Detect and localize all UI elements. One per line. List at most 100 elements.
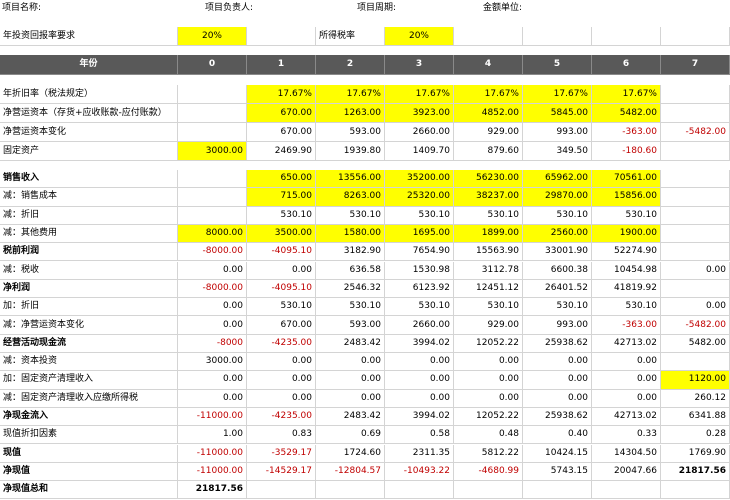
row-label: 净现值 <box>0 462 178 482</box>
cell: 8000.00 <box>178 224 247 244</box>
cell <box>316 481 385 500</box>
cell: 0.83 <box>247 426 316 445</box>
cell: 10424.15 <box>523 444 592 463</box>
cell: 1695.00 <box>385 224 454 244</box>
cell: 0.00 <box>247 353 316 372</box>
param-label: 所得税率 <box>316 27 385 46</box>
column-header: 1 <box>247 55 316 75</box>
cell: 0.00 <box>523 389 592 408</box>
cell: 0.00 <box>454 389 523 408</box>
row-label: 减：税收 <box>0 261 178 280</box>
cell: 879.60 <box>454 142 523 161</box>
cell <box>454 27 523 46</box>
cell: -12804.57 <box>316 462 385 482</box>
cell <box>178 170 247 189</box>
cell: 0.00 <box>316 353 385 372</box>
cell: 5743.15 <box>523 462 592 482</box>
column-header: 2 <box>316 55 385 75</box>
column-header: 6 <box>592 55 661 75</box>
cell: 2483.42 <box>316 407 385 427</box>
row-label: 现值 <box>0 444 178 463</box>
cell: 14304.50 <box>592 444 661 463</box>
cell: 0.00 <box>523 353 592 372</box>
cell: -8000.00 <box>178 243 247 262</box>
cell: 41819.92 <box>592 279 661 299</box>
cell: 929.00 <box>454 123 523 142</box>
cell <box>592 481 661 500</box>
cell: -180.60 <box>592 142 661 161</box>
cell: 593.00 <box>316 316 385 335</box>
column-header: 5 <box>523 55 592 75</box>
row-label: 减：固定资产清理收入应缴所得税 <box>0 389 178 408</box>
cell: 0.00 <box>247 389 316 408</box>
cell <box>661 142 730 161</box>
cell: 0.00 <box>247 371 316 390</box>
cell: -363.00 <box>592 123 661 142</box>
cell: 2483.42 <box>316 334 385 353</box>
cell: 2560.00 <box>523 224 592 244</box>
cell: 12052.22 <box>454 334 523 353</box>
cell: 530.10 <box>523 298 592 317</box>
cell: 3994.02 <box>385 334 454 353</box>
row-label: 净现值总和 <box>0 481 178 500</box>
cell: 42713.02 <box>592 407 661 427</box>
cell: 5482.00 <box>592 104 661 123</box>
cell: 4852.00 <box>454 104 523 123</box>
cell: 33001.90 <box>523 243 592 262</box>
cell: 0.00 <box>385 353 454 372</box>
cell: 25320.00 <box>385 188 454 207</box>
cell <box>661 85 730 104</box>
column-header: 0 <box>178 55 247 75</box>
cell: 21817.56 <box>178 481 247 500</box>
cell: 6123.92 <box>385 279 454 299</box>
cell: 3994.02 <box>385 407 454 427</box>
cell: 0.00 <box>385 371 454 390</box>
cell: 929.00 <box>454 316 523 335</box>
cell: 17.67% <box>247 85 316 104</box>
header-field: 项目周期: <box>357 3 397 13</box>
cell: 42713.02 <box>592 334 661 353</box>
cell: 26401.52 <box>523 279 592 299</box>
cell: 0.00 <box>661 298 730 317</box>
cell: 993.00 <box>523 316 592 335</box>
row-label: 减：资本投资 <box>0 353 178 372</box>
cell: 65962.00 <box>523 170 592 189</box>
param-label: 年投资回报率要求 <box>0 27 178 46</box>
cell: 7654.90 <box>385 243 454 262</box>
cell: 25938.62 <box>523 334 592 353</box>
column-header: 3 <box>385 55 454 75</box>
cell: -11000.00 <box>178 407 247 427</box>
cell: 0.00 <box>178 298 247 317</box>
cell: 0.00 <box>523 371 592 390</box>
cell: -4235.00 <box>247 334 316 353</box>
cell: 0.00 <box>178 261 247 280</box>
cell <box>661 481 730 500</box>
cell: 530.10 <box>385 206 454 225</box>
header-field: 金额单位: <box>483 3 523 13</box>
row-label: 加：固定资产清理收入 <box>0 371 178 390</box>
cell: -4235.00 <box>247 407 316 427</box>
row-label: 固定资产 <box>0 142 178 161</box>
cell: 5482.00 <box>661 334 730 353</box>
cell: 17.67% <box>385 85 454 104</box>
row-label: 销售收入 <box>0 170 178 189</box>
cell: 530.10 <box>247 298 316 317</box>
cell <box>178 206 247 225</box>
cell <box>661 104 730 123</box>
cell: 636.58 <box>316 261 385 280</box>
column-header: 4 <box>454 55 523 75</box>
cell: 1724.60 <box>316 444 385 463</box>
cell: -8000.00 <box>178 279 247 299</box>
cell: 3112.78 <box>454 261 523 280</box>
cell <box>247 481 316 500</box>
cell: 670.00 <box>247 104 316 123</box>
cell: 715.00 <box>247 188 316 207</box>
cell: 0.48 <box>454 426 523 445</box>
row-label: 年折旧率（税法规定） <box>0 85 178 104</box>
cell: 0.00 <box>316 371 385 390</box>
cell: 0.58 <box>385 426 454 445</box>
cell: -3529.17 <box>247 444 316 463</box>
cell: 6600.38 <box>523 261 592 280</box>
cell: 0.28 <box>661 426 730 445</box>
